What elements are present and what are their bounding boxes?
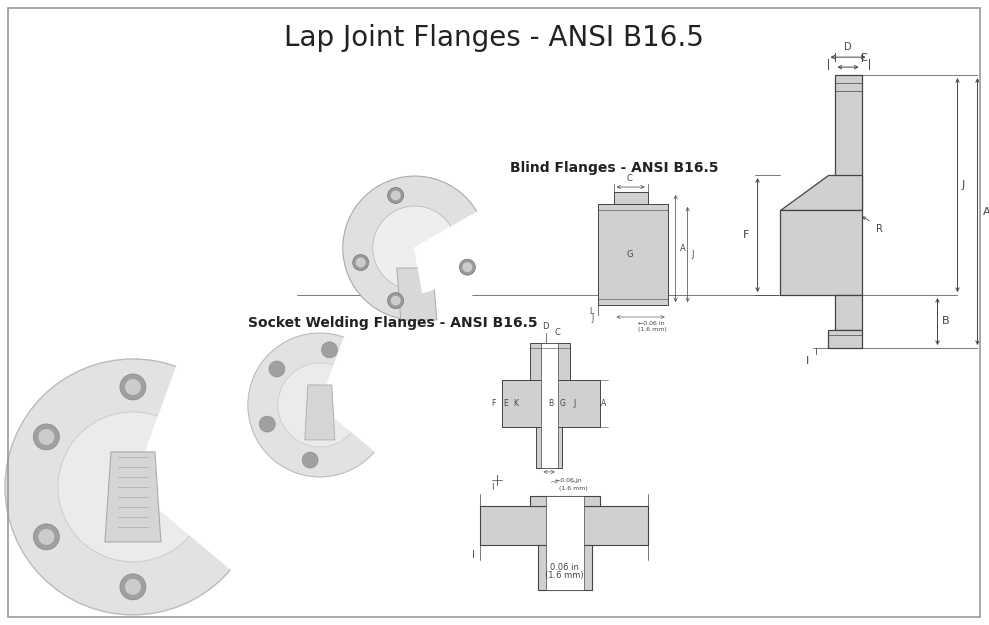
Polygon shape	[480, 506, 648, 545]
Circle shape	[388, 188, 404, 203]
Circle shape	[34, 424, 59, 450]
Circle shape	[373, 206, 457, 290]
Text: J: J	[574, 399, 576, 408]
Text: L: L	[589, 306, 593, 316]
Polygon shape	[105, 452, 161, 542]
Text: J: J	[591, 314, 593, 324]
Polygon shape	[828, 330, 861, 348]
Circle shape	[388, 292, 404, 309]
Text: E: E	[503, 399, 508, 408]
Circle shape	[463, 262, 473, 272]
Wedge shape	[414, 211, 489, 321]
Text: 0.06 in: 0.06 in	[550, 563, 580, 572]
Text: ←0.06 in: ←0.06 in	[638, 321, 665, 326]
Text: D: D	[845, 42, 852, 52]
Text: (1.6 mm): (1.6 mm)	[545, 571, 584, 580]
Polygon shape	[546, 496, 584, 590]
Text: ~: ~	[570, 478, 580, 488]
Circle shape	[120, 574, 146, 600]
Circle shape	[321, 342, 337, 358]
Circle shape	[391, 296, 401, 306]
Polygon shape	[536, 427, 562, 468]
Text: I: I	[492, 483, 494, 492]
Circle shape	[259, 416, 275, 432]
Circle shape	[302, 452, 318, 468]
Polygon shape	[541, 343, 558, 468]
Text: A: A	[982, 206, 989, 216]
Circle shape	[5, 359, 261, 615]
Text: J: J	[691, 250, 694, 259]
Polygon shape	[538, 545, 591, 590]
Circle shape	[125, 579, 140, 595]
Text: B: B	[942, 316, 949, 326]
Text: R: R	[875, 224, 882, 234]
Circle shape	[58, 412, 208, 562]
Text: ←0.06 in: ←0.06 in	[555, 478, 582, 483]
Circle shape	[353, 254, 369, 271]
Wedge shape	[319, 364, 364, 433]
Text: G: G	[560, 399, 566, 408]
Text: Socket Welding Flanges - ANSI B16.5: Socket Welding Flanges - ANSI B16.5	[248, 316, 537, 330]
Text: C: C	[627, 174, 633, 183]
Text: A: A	[679, 244, 685, 253]
Text: I: I	[472, 550, 475, 560]
Circle shape	[356, 258, 366, 268]
Polygon shape	[397, 268, 437, 320]
Circle shape	[39, 529, 54, 545]
Text: B: B	[548, 399, 553, 408]
Polygon shape	[835, 295, 861, 330]
Polygon shape	[835, 75, 861, 210]
Text: A: A	[601, 399, 606, 408]
Polygon shape	[530, 343, 570, 380]
Circle shape	[248, 333, 392, 477]
Text: J: J	[961, 180, 964, 190]
Text: Blind Flanges - ANSI B16.5: Blind Flanges - ANSI B16.5	[509, 161, 718, 175]
Text: G: G	[626, 250, 633, 259]
Polygon shape	[501, 380, 599, 427]
Circle shape	[391, 191, 401, 201]
Polygon shape	[530, 496, 599, 506]
Text: (1.6 mm): (1.6 mm)	[555, 486, 587, 491]
Circle shape	[269, 361, 285, 377]
Text: K: K	[513, 399, 518, 408]
Polygon shape	[305, 385, 335, 440]
Text: I: I	[806, 356, 810, 366]
Text: ~: ~	[550, 478, 560, 488]
Text: (1.6 mm): (1.6 mm)	[638, 327, 667, 332]
Circle shape	[34, 524, 59, 550]
Polygon shape	[597, 204, 668, 305]
Wedge shape	[133, 414, 211, 537]
Wedge shape	[414, 226, 460, 292]
Wedge shape	[133, 365, 263, 571]
Wedge shape	[319, 336, 394, 452]
Circle shape	[39, 429, 54, 445]
Text: D: D	[542, 322, 549, 331]
Circle shape	[459, 259, 476, 275]
Polygon shape	[613, 192, 648, 204]
Text: C: C	[860, 53, 866, 63]
Text: C: C	[555, 328, 561, 337]
Circle shape	[343, 176, 487, 320]
Text: F: F	[743, 230, 750, 240]
Text: Lap Joint Flanges - ANSI B16.5: Lap Joint Flanges - ANSI B16.5	[284, 24, 703, 52]
Circle shape	[125, 379, 140, 395]
Circle shape	[278, 363, 362, 447]
Polygon shape	[779, 210, 861, 295]
Text: F: F	[492, 399, 495, 408]
Circle shape	[120, 374, 146, 400]
Polygon shape	[779, 175, 861, 210]
